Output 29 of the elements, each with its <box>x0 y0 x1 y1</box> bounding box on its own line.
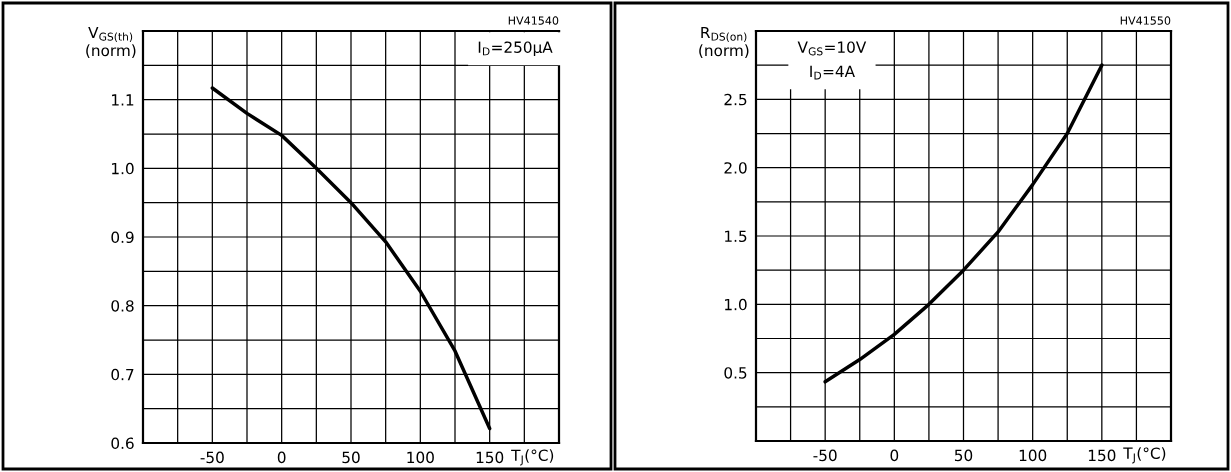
x-tick-label: -50 <box>200 451 224 464</box>
x-tick-label: 150 <box>1088 449 1116 462</box>
y-tick-label: 1.0 <box>725 298 747 311</box>
x-tick-label: 100 <box>407 451 434 464</box>
text: V$_{GS}$=10V I$_{D}$=4A <box>797 41 867 80</box>
y-tick-label: 1.0 <box>112 162 134 175</box>
y-tick-label: 2.5 <box>724 93 747 106</box>
y-tick-label: 0.7 <box>111 368 134 381</box>
x-tick-label: 50 <box>342 451 360 464</box>
y-tick-label: 0.5 <box>724 367 747 379</box>
y-tick-label: 2.0 <box>724 162 747 174</box>
y-tick-label: 1.5 <box>725 230 747 243</box>
x-tick-label: -50 <box>813 449 837 462</box>
y-tick-label: 0.9 <box>111 231 134 244</box>
y-tick-label: 0.6 <box>111 437 134 450</box>
x-tick-label: 0 <box>890 449 899 462</box>
y-tick-label: 1.1 <box>112 94 134 106</box>
y-axis-title: V$_{GS(th)}$ (norm) <box>86 26 136 58</box>
x-tick-label: 100 <box>1019 449 1047 462</box>
x-axis-title: T$_{J}$(°C) <box>1123 447 1166 464</box>
annotation: I$_{D}$=250μA <box>478 41 553 56</box>
x-axis-title: T$_{J}$(°C) <box>511 449 554 466</box>
y-axis-title: R$_{DS(on)}$ (norm) <box>699 26 749 58</box>
x-tick-label: 0 <box>277 451 286 464</box>
text: HV41540 <box>508 16 559 25</box>
y-tick-label: 0.8 <box>111 300 134 312</box>
x-tick-label: 50 <box>954 449 973 462</box>
x-tick-label: 150 <box>476 451 504 464</box>
text: HV41550 <box>1120 16 1171 25</box>
